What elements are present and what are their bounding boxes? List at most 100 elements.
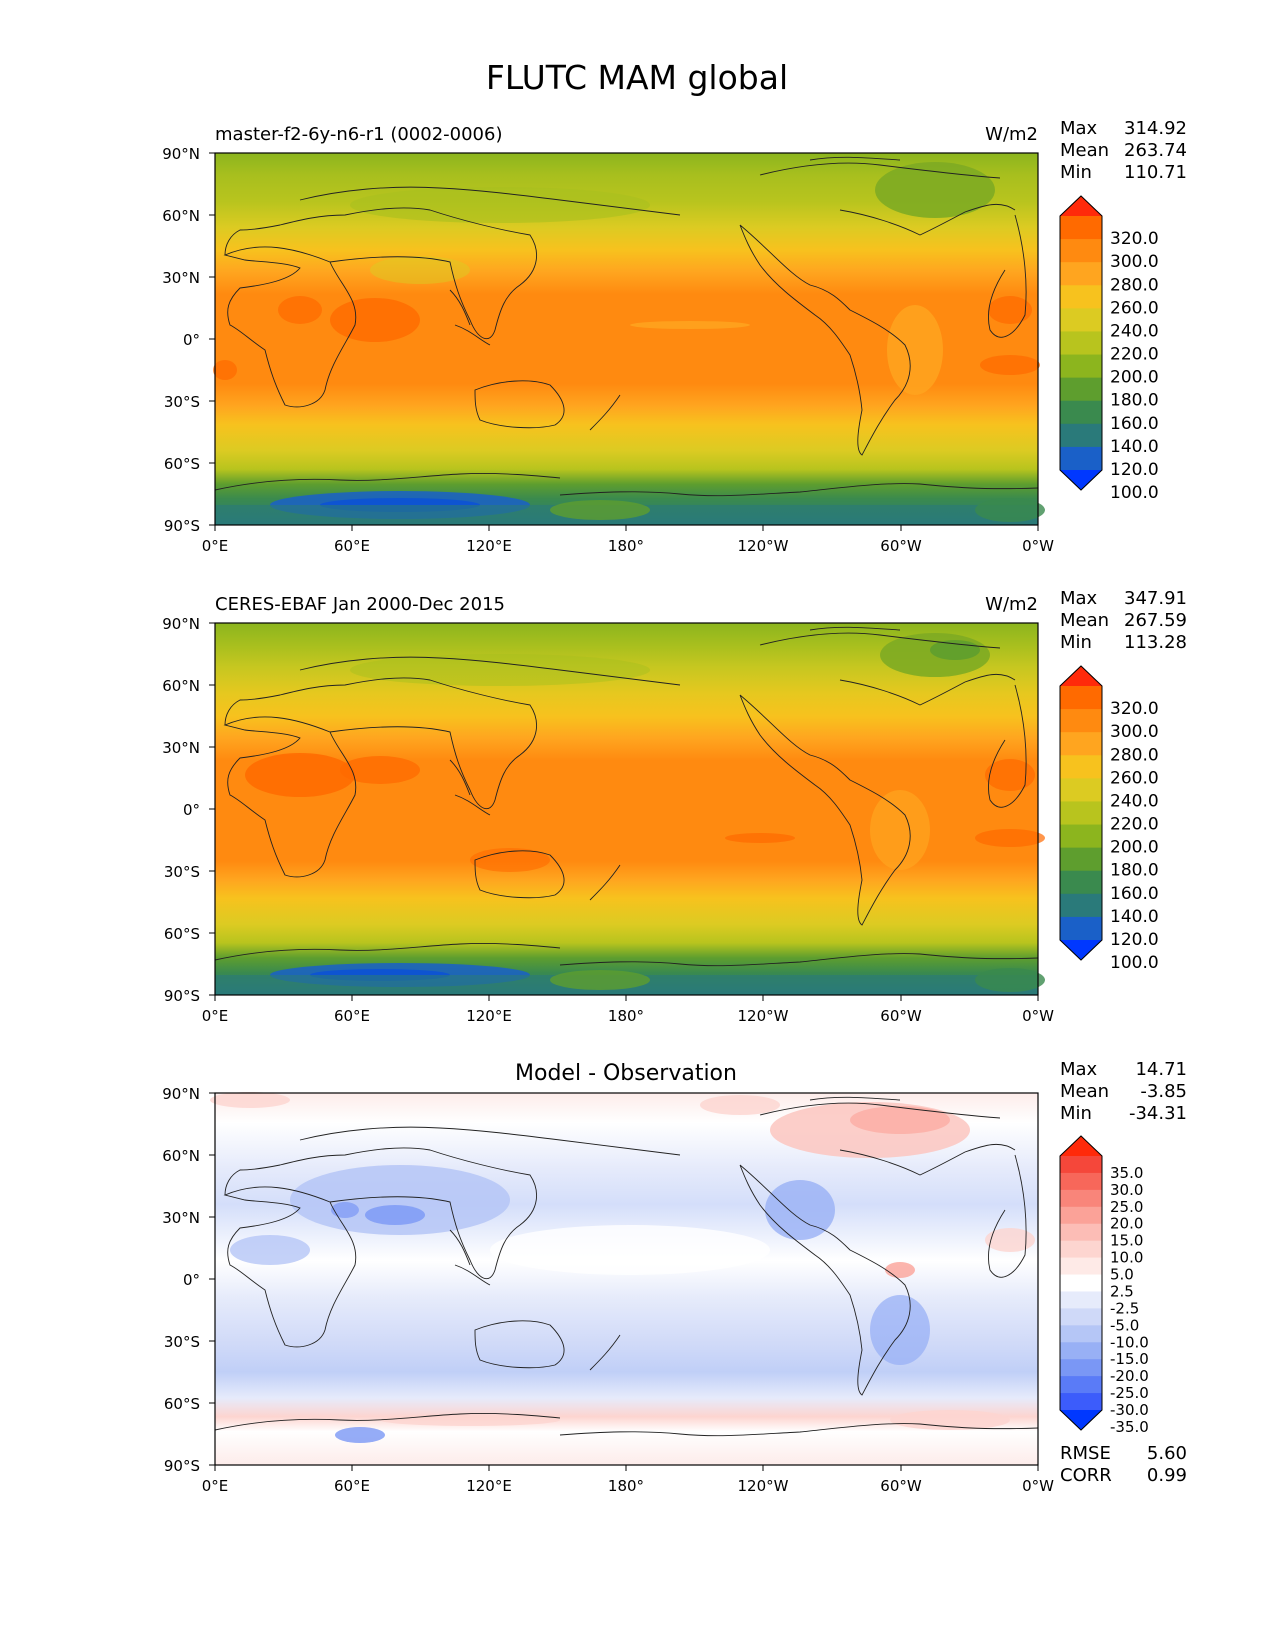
lat-tick-label: 30°S [164,393,200,411]
stat-value: 14.71 [1135,1059,1187,1080]
colorbar-swatch [1060,801,1102,826]
colorbar-swatch [1060,940,1102,960]
colorbar-swatch [1060,1376,1102,1394]
map-area [213,152,1045,526]
colorbar-swatch [1060,354,1102,379]
colorbar-swatch [1060,1136,1102,1156]
lat-tick-label: 60°N [162,207,200,225]
colorbar-tick-label: 160.0 [1110,414,1159,434]
stat-value: 110.71 [1124,162,1187,183]
colorbar: 35.030.025.020.015.010.05.02.5-2.5-5.0-1… [1059,1135,1149,1436]
panel-model: master-f2-6y-n6-r1 (0002-0006) W/m2 [162,118,1187,555]
colorbar-tick-label: 180.0 [1110,391,1159,411]
error-stats-block: RMSE 5.60 CORR 0.99 [1060,1443,1187,1486]
lon-tick-label: 0°E [202,1007,229,1025]
colorbar-swatch [1060,1172,1102,1191]
colorbar-tick-label: 2.5 [1110,1282,1134,1300]
stat-value: 347.91 [1124,588,1187,609]
colorbar-tick-label: 35.0 [1110,1164,1143,1182]
colorbar-swatch [1060,824,1102,849]
colorbar-tick-label: 160.0 [1110,884,1159,904]
colorbar-swatch [1060,446,1102,471]
lat-tick-label: 30°N [162,1209,200,1227]
colorbar-tick-label: -30.0 [1110,1401,1149,1419]
colorbar-tick-label: 240.0 [1110,321,1159,341]
lon-tick-label: 120°W [738,537,789,555]
lon-axis: 0°E 60°E 120°E 180° 120°W 60°W 0°W [202,537,1054,555]
stat-value: -3.85 [1140,1081,1187,1102]
colorbar-tick-label: 30.0 [1110,1181,1143,1199]
lon-tick-label: 0°E [202,1477,229,1495]
colorbar: 320.0 300.0 280.0 260.0 240.0 220.0 200.0 180.0… [1059,195,1159,503]
stat-label: Min [1060,162,1092,183]
colorbar-swatch [1060,1325,1102,1343]
panel-observation: CERES-EBAF Jan 2000-Dec 2015 W/m2 [162,588,1187,1025]
lat-axis: 90°N 60°N 30°N 0° 30°S 60°S 90°S [162,1085,200,1475]
panel-units: W/m2 [985,594,1038,615]
lat-tick-label: 90°N [162,145,200,163]
colorbar-tick-label: -10.0 [1110,1333,1149,1351]
lat-tick-label: 0° [183,1271,200,1289]
colorbar-swatch [1060,1156,1102,1174]
colorbar-tick-label: 15.0 [1110,1232,1143,1250]
colorbar-swatch [1060,893,1102,918]
lon-axis: 0°E 60°E 120°E 180° 120°W 60°W 0°W [202,1477,1054,1495]
colorbar-swatch [1060,709,1102,733]
lon-axis: 0°E 60°E 120°E 180° 120°W 60°W 0°W [202,1007,1054,1025]
colorbar-swatch [1060,1359,1102,1377]
lon-tick-label: 180° [608,1007,644,1025]
stats-block: Max 14.71 Mean -3.85 Min -34.31 [1060,1059,1187,1124]
lat-tick-label: 90°N [162,615,200,633]
lat-tick-label: 0° [183,801,200,819]
colorbar-swatch [1060,1257,1102,1276]
stat-label: Min [1060,632,1092,653]
colorbar-tick-label: 120.0 [1110,460,1159,480]
colorbar-tick-label: 300.0 [1110,252,1159,272]
colorbar-tick-label: 100.0 [1110,953,1159,973]
colorbar-swatch [1060,1206,1102,1225]
panel-title-center: Model - Observation [515,1061,737,1086]
colorbar-tick-label: 200.0 [1110,368,1159,388]
lat-tick-label: 0° [183,331,200,349]
lon-tick-label: 60°W [880,1007,922,1025]
colorbar-tick-label: 10.0 [1110,1249,1143,1267]
colorbar-swatch [1060,732,1102,756]
colorbar-tick-label: 320.0 [1110,229,1159,249]
colorbar-swatch [1060,870,1102,895]
lat-tick-label: 60°S [164,455,200,473]
stat-label: Max [1060,1059,1098,1080]
colorbar-tick-label: 200.0 [1110,838,1159,858]
colorbar-tick-label: 25.0 [1110,1198,1143,1216]
colorbar-swatch [1060,916,1102,941]
panel-difference: Model - Observation [162,1059,1187,1495]
colorbar-outline [1059,1135,1103,1431]
colorbar-swatch [1060,1223,1102,1242]
stat-value: 5.60 [1147,1443,1187,1464]
colorbar-swatch [1060,666,1102,686]
stat-label: Min [1060,1103,1092,1124]
lat-tick-label: 60°S [164,925,200,943]
colorbar-tick-label: 140.0 [1110,907,1159,927]
colorbar-tick-label: 260.0 [1110,768,1159,788]
coastlines [214,1096,1039,1437]
panel-units: W/m2 [985,124,1038,145]
colorbar-tick-label: -35.0 [1110,1418,1149,1436]
map-area [214,622,1045,996]
stats-block: Max 347.91 Mean 267.59 Min 113.28 [1060,588,1187,653]
lon-tick-label: 120°W [738,1477,789,1495]
colorbar-tick-label: -25.0 [1110,1384,1149,1402]
stat-value: 267.59 [1124,610,1187,631]
colorbar-tick-label: 260.0 [1110,298,1159,318]
colorbar-swatch [1060,1189,1102,1208]
colorbar-tick-label: 120.0 [1110,930,1159,950]
lon-tick-label: 120°E [466,537,512,555]
colorbar-tick-label: -5.0 [1110,1316,1139,1334]
stat-label: Mean [1060,140,1109,161]
colorbar-swatch [1060,423,1102,448]
colorbar-tick-label: 300.0 [1110,722,1159,742]
lat-tick-label: 90°S [164,517,200,535]
colorbar-swatch [1060,1274,1102,1292]
colorbar-tick-label: -20.0 [1110,1367,1149,1385]
colorbar-tick-label: 220.0 [1110,815,1159,835]
lon-tick-label: 180° [608,537,644,555]
